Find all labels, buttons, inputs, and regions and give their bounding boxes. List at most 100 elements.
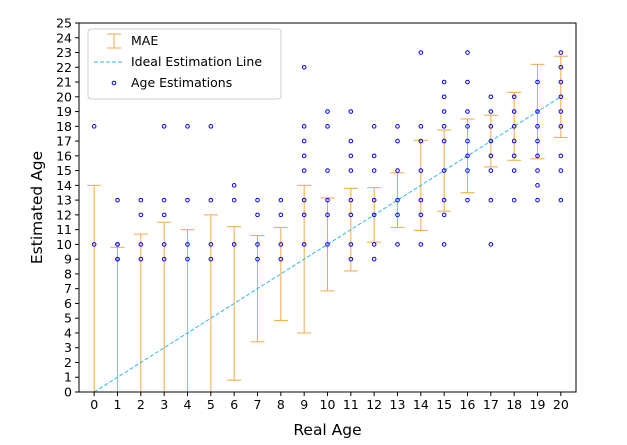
age-estimation-point [418, 197, 424, 203]
age-estimation-point [441, 242, 447, 247]
y-tick-label: 25 [56, 16, 72, 31]
age-estimation-point [465, 153, 470, 159]
x-tick-label: 8 [277, 397, 285, 412]
age-estimation-point [535, 79, 540, 85]
age-estimation-point [418, 50, 424, 55]
age-estimation-point [348, 212, 354, 218]
age-estimation-point [371, 124, 377, 129]
age-estimation-point [371, 242, 377, 247]
age-estimation-point [535, 153, 540, 159]
age-estimation-point [301, 197, 307, 203]
age-estimation-point [301, 168, 307, 173]
age-estimation-point [511, 138, 517, 144]
age-estimation-point [395, 124, 400, 129]
y-tick-label: 14 [56, 178, 72, 193]
age-estimation-point [488, 197, 494, 203]
age-estimation-point [511, 168, 517, 173]
age-estimation-point [371, 153, 377, 159]
y-tick-label: 24 [56, 30, 72, 45]
age-estimation-point [301, 242, 307, 247]
age-estimation-point [138, 212, 144, 218]
age-estimation-point [418, 212, 424, 218]
age-estimation-point [185, 242, 190, 247]
age-estimation-point [301, 64, 307, 70]
age-estimation-point [465, 168, 470, 173]
age-estimation-point [91, 242, 97, 247]
age-estimation-point [558, 50, 564, 55]
age-estimation-point [395, 212, 400, 218]
age-estimation-point [115, 256, 120, 262]
age-estimation-point [535, 138, 540, 144]
age-estimation-point [161, 212, 167, 218]
age-estimation-point [348, 138, 354, 144]
age-estimation-point [325, 197, 330, 203]
age-estimation-point [488, 242, 494, 247]
y-axis-label: Estimated Age [28, 151, 46, 264]
age-estimation-point [348, 109, 354, 114]
age-estimation-point [185, 256, 190, 262]
x-tick-label: 18 [506, 397, 522, 412]
y-tick-label: 12 [56, 207, 72, 222]
age-estimation-point [325, 212, 330, 218]
y-tick-label: 0 [64, 385, 72, 400]
y-tick-label: 10 [56, 237, 72, 252]
age-estimation-point [441, 109, 447, 114]
age-estimation-point [255, 212, 260, 218]
x-tick-label: 4 [184, 397, 192, 412]
age-estimation-point [395, 197, 400, 203]
age-estimation-point [535, 109, 540, 114]
age-estimation-point [231, 242, 237, 247]
age-estimation-point [465, 124, 470, 129]
age-estimation-point [488, 109, 494, 114]
age-estimation-point [325, 242, 330, 247]
age-estimation-point [185, 124, 190, 129]
age-estimation-point [208, 197, 214, 203]
x-tick-label: 14 [413, 397, 429, 412]
age-estimation-point [278, 242, 284, 247]
age-estimation-point [138, 197, 144, 203]
y-tick-label: 3 [64, 340, 72, 355]
age-estimation-point [558, 124, 564, 129]
legend-points-marker [111, 80, 117, 86]
legend-label-ideal: Ideal Estimation Line [131, 54, 262, 69]
y-tick-label: 21 [56, 75, 72, 90]
x-tick-label: 13 [390, 397, 406, 412]
ideal-line-path [93, 96, 562, 393]
age-estimation-point [465, 197, 470, 203]
age-estimation-point [558, 168, 564, 173]
y-tick-label: 9 [64, 252, 72, 267]
age-estimation-point [418, 124, 424, 129]
y-tick-label: 7 [64, 281, 72, 296]
age-estimation-point [301, 153, 307, 159]
age-estimation-point [325, 168, 330, 173]
age-estimation-point [348, 256, 354, 262]
age-estimation-point [325, 109, 330, 114]
age-estimation-point [395, 168, 400, 173]
x-tick-label: 2 [137, 397, 145, 412]
y-tick-label: 4 [64, 325, 72, 340]
age-estimation-point [558, 79, 564, 85]
age-estimation-point [535, 183, 540, 188]
age-estimation-point [488, 94, 494, 100]
age-estimation-point [465, 50, 470, 55]
age-estimation-point [301, 138, 307, 144]
age-estimation-point [558, 197, 564, 203]
age-estimation-point [441, 79, 447, 85]
age-estimation-point [488, 124, 494, 129]
age-estimation-point [91, 124, 97, 129]
y-tick-label: 1 [64, 370, 72, 385]
age-estimation-point [465, 138, 470, 144]
age-estimation-point [115, 197, 120, 203]
age-estimation-point [395, 138, 400, 144]
legend-label-mae: MAE [131, 33, 158, 48]
x-tick-label: 10 [320, 397, 336, 412]
age-estimation-point [535, 168, 540, 173]
age-estimation-points [91, 50, 564, 262]
legend-box [87, 28, 282, 100]
age-estimation-point [488, 168, 494, 173]
y-tick-label: 15 [56, 163, 72, 178]
age-estimation-point [371, 212, 377, 218]
age-estimation-point [511, 94, 517, 100]
age-estimation-point [348, 168, 354, 173]
